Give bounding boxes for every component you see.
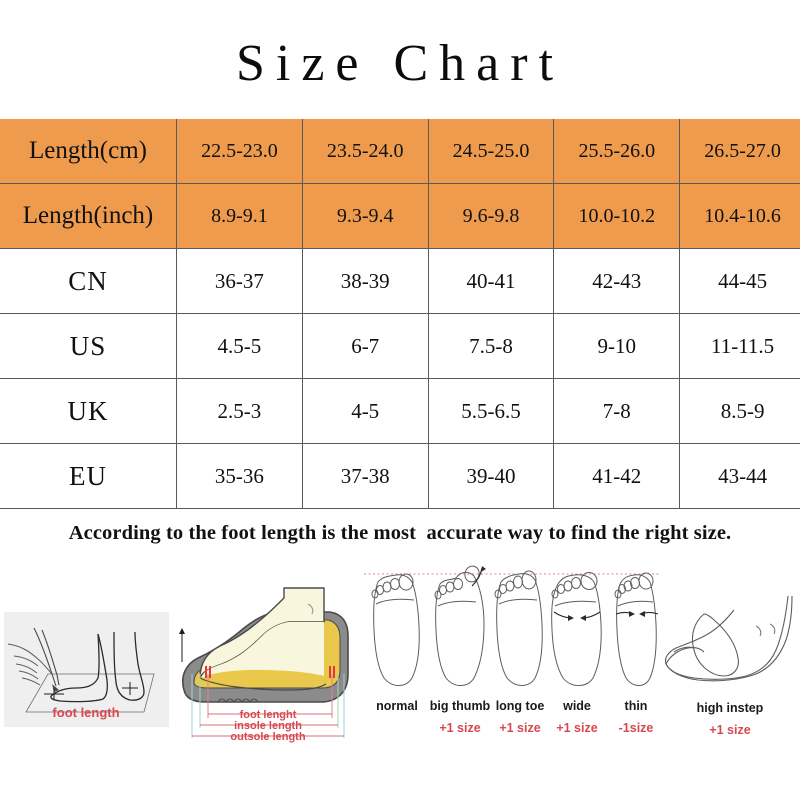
foot-type-label-thin: thin [625, 699, 648, 713]
table-cell: 6-7 [301, 313, 429, 379]
table-cell: 44-45 [679, 248, 800, 314]
row-header-eu: EU [0, 443, 177, 509]
table-cell: 10.4-10.6 [679, 183, 800, 249]
high-instep-illustration: high instep +1 size [660, 590, 800, 760]
table-cell: 5.5-6.5 [427, 378, 555, 444]
table-cell: 7-8 [553, 378, 681, 444]
table-row: Length(inch) 8.9-9.1 9.3-9.4 9.6-9.8 10.… [0, 183, 800, 249]
insole-length-dimension-label: insole length [234, 720, 302, 732]
table-cell: 4.5-5 [176, 313, 303, 379]
foot-length-dimension-label: foot lenght [240, 709, 297, 721]
foot-type-label-wide: wide [562, 699, 591, 713]
table-row: EU 35-36 37-38 39-40 41-42 43-44 [0, 443, 800, 509]
row-header-length-inch: Length(inch) [0, 183, 177, 249]
table-cell: 9-10 [553, 313, 681, 379]
foot-type-adjust-long-toe: +1 size [499, 721, 540, 735]
table-cell: 24.5-25.0 [427, 119, 555, 184]
foot-type-adjust-big-thumb: +1 size [439, 721, 480, 735]
foot-type-adjust-high-instep: +1 size [709, 723, 750, 737]
row-header-cn: CN [0, 248, 177, 314]
table-cell: 42-43 [553, 248, 681, 314]
foot-types-illustration: normal big thumb +1 size [362, 560, 662, 760]
table-cell: 35-36 [176, 443, 303, 509]
table-cell: 43-44 [679, 443, 800, 509]
size-chart-table: Length(cm) 22.5-23.0 23.5-24.0 24.5-25.0… [0, 119, 800, 509]
outsole-length-dimension-label: outsole length [230, 731, 305, 743]
table-cell: 38-39 [301, 248, 429, 314]
foot-type-label-long-toe: long toe [496, 699, 545, 713]
table-cell: 40-41 [427, 248, 555, 314]
row-header-us: US [0, 313, 177, 379]
table-cell: 37-38 [301, 443, 429, 509]
table-cell: 26.5-27.0 [679, 119, 800, 184]
table-cell: 7.5-8 [427, 313, 555, 379]
table-cell: 9.3-9.4 [301, 183, 429, 249]
table-cell: 8.5-9 [679, 378, 800, 444]
table-cell: 36-37 [176, 248, 303, 314]
table-cell: 22.5-23.0 [176, 119, 303, 184]
table-row: US 4.5-5 6-7 7.5-8 9-10 11-11.5 [0, 313, 800, 379]
foot-type-label-high-instep: high instep [697, 701, 764, 715]
table-cell: 23.5-24.0 [301, 119, 429, 184]
foot-tracing-illustration: foot length [4, 612, 169, 727]
caption-text: According to the foot length is the most… [68, 522, 732, 544]
table-cell: 9.6-9.8 [427, 183, 555, 249]
table-cell: 25.5-26.0 [553, 119, 681, 184]
foot-type-label-big-thumb: big thumb [430, 699, 491, 713]
foot-length-label: foot length [52, 705, 119, 720]
table-cell: 2.5-3 [176, 378, 303, 444]
table-cell: 8.9-9.1 [176, 183, 303, 249]
table-row: CN 36-37 38-39 40-41 42-43 44-45 [0, 248, 800, 314]
foot-type-adjust-thin: -1size [619, 721, 654, 735]
foot-type-label-normal: normal [376, 699, 418, 713]
table-cell: 39-40 [427, 443, 555, 509]
illustration-row: foot length [0, 560, 800, 800]
shoe-cross-section-illustration: foot lenght insole length outsole length [172, 578, 362, 758]
page-title: Size Chart [235, 35, 565, 92]
row-header-length-cm: Length(cm) [0, 119, 177, 184]
foot-type-adjust-wide: +1 size [556, 721, 597, 735]
table-cell: 41-42 [553, 443, 681, 509]
table-cell: 4-5 [301, 378, 429, 444]
table-row: UK 2.5-3 4-5 5.5-6.5 7-8 8.5-9 [0, 378, 800, 444]
table-cell: 11-11.5 [679, 313, 800, 379]
table-row: Length(cm) 22.5-23.0 23.5-24.0 24.5-25.0… [0, 119, 800, 184]
table-cell: 10.0-10.2 [553, 183, 681, 249]
row-header-uk: UK [0, 378, 177, 444]
